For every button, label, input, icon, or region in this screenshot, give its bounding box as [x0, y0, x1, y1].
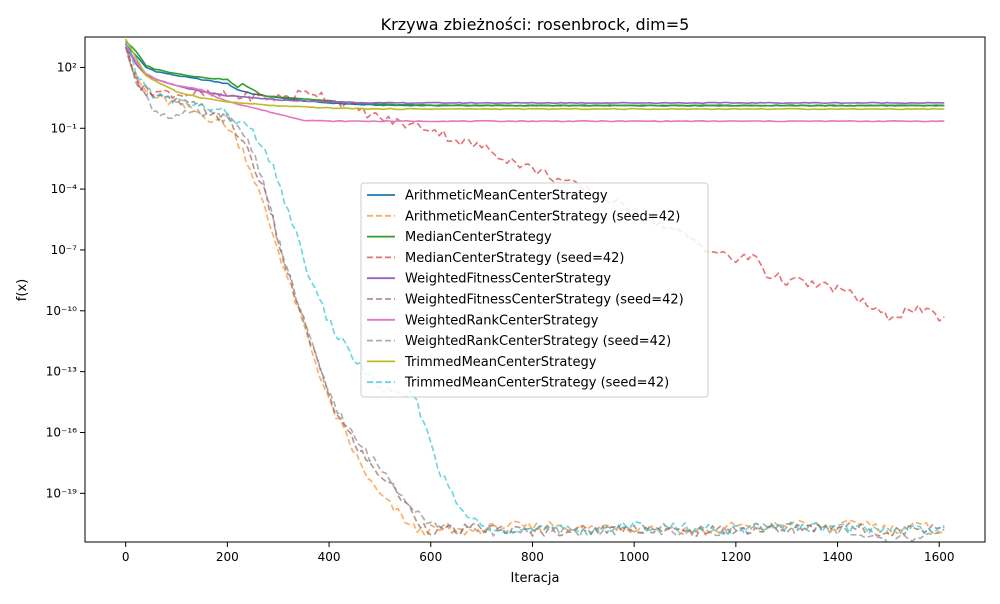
legend: ArithmeticMeanCenterStrategy ArithmeticMe… — [360, 182, 709, 398]
y-tick-label: 10⁻⁴ — [51, 182, 78, 196]
y-tick-label: 10⁻¹³ — [46, 365, 77, 379]
y-axis-label: f(x) — [15, 279, 30, 301]
series-line-8 — [124, 38, 945, 111]
x-tick-label: 1200 — [721, 550, 752, 564]
series-line-6 — [125, 44, 945, 123]
legend-entry: ArithmeticMeanCenterStrategy — [405, 189, 608, 204]
series-line-2 — [125, 40, 945, 107]
y-tick-label: 10⁻⁷ — [51, 243, 78, 257]
y-tick-label: 10⁻¹⁶ — [46, 425, 77, 439]
legend-entry: TrimmedMeanCenterStrategy — [404, 355, 597, 370]
legend-box — [360, 182, 709, 398]
x-tick-label: 1400 — [822, 550, 853, 564]
x-tick-label: 1000 — [619, 550, 650, 564]
x-tick-label: 200 — [216, 550, 239, 564]
x-tick-label: 800 — [521, 550, 544, 564]
y-axis: 10² 10⁻¹ 10⁻⁴ 10⁻⁷ 10⁻¹⁰ 10⁻¹³ 10⁻¹⁶ 10⁻¹⁹ — [46, 60, 85, 500]
legend-entry: ArithmeticMeanCenterStrategy (seed=42) — [405, 209, 680, 224]
x-tick-label: 600 — [419, 550, 442, 564]
legend-entry: TrimmedMeanCenterStrategy (seed=42) — [404, 376, 669, 391]
chart-title: Krzywa zbieżności: rosenbrock, dim=5 — [381, 15, 690, 34]
y-tick-label: 10⁻¹⁰ — [46, 304, 77, 318]
legend-entry: MedianCenterStrategy (seed=42) — [405, 251, 624, 266]
series-line-9 — [125, 42, 945, 536]
legend-entry: MedianCenterStrategy — [405, 230, 552, 245]
plot-frame — [84, 36, 986, 543]
legend-entry: WeightedFitnessCenterStrategy — [405, 272, 611, 287]
legend-entry: WeightedRankCenterStrategy (seed=42) — [405, 334, 671, 349]
plot-area — [124, 38, 945, 542]
series-line-4 — [125, 46, 945, 105]
y-tick-label: 10² — [57, 60, 77, 74]
legend-entry: WeightedFitnessCenterStrategy (seed=42) — [405, 293, 684, 308]
y-tick-label: 10⁻¹⁹ — [46, 486, 77, 500]
x-tick-label: 1600 — [924, 550, 955, 564]
series-line-3 — [124, 46, 945, 322]
legend-entry: WeightedRankCenterStrategy — [405, 313, 599, 328]
x-axis-label: Iteracja — [511, 571, 560, 586]
y-tick-label: 10⁻¹ — [51, 121, 78, 135]
series-line-1 — [124, 46, 945, 537]
x-axis: 0 200 400 600 800 1000 1200 1400 1600 — [122, 542, 955, 564]
x-tick-label: 400 — [318, 550, 341, 564]
x-tick-label: 0 — [122, 550, 130, 564]
